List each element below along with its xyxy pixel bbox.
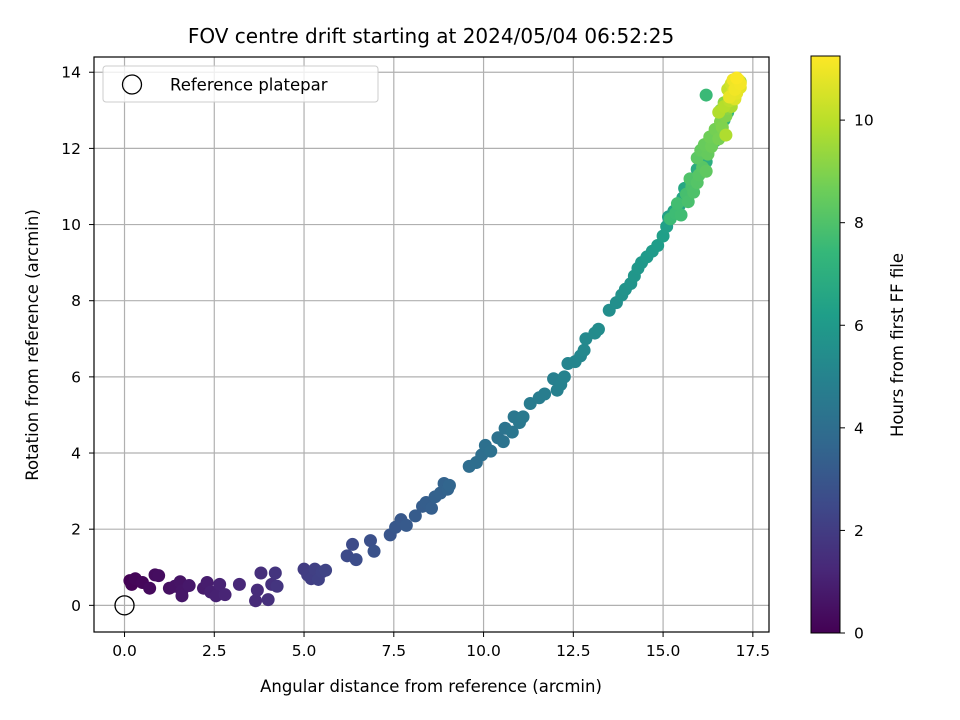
x-tick-label: 12.5 — [556, 642, 591, 660]
x-tick-label: 2.5 — [202, 642, 227, 660]
data-point — [557, 370, 571, 384]
data-point — [270, 579, 284, 593]
y-tick-label: 2 — [71, 521, 81, 539]
chart-title: FOV centre drift starting at 2024/05/04 … — [188, 24, 674, 48]
data-point — [442, 478, 456, 492]
data-point — [538, 387, 552, 401]
data-point — [484, 444, 498, 458]
data-point — [699, 164, 713, 178]
legend: Reference platepar — [102, 65, 379, 103]
x-axis-label: Angular distance from reference (arcmin) — [260, 677, 602, 696]
plot-area: 0.0 2.5 5.0 7.5 10.0 12.5 15.0 17.5 0 2 4 6 8 10 12 14 — [61, 56, 770, 660]
data-point — [319, 563, 333, 577]
data-point — [218, 588, 232, 602]
colorbar-tick-label: 4 — [854, 419, 864, 437]
data-point — [249, 594, 263, 608]
grid-lines — [94, 57, 769, 632]
colorbar-tick-label: 8 — [854, 214, 864, 232]
legend-box — [102, 65, 379, 103]
data-point — [182, 579, 196, 593]
data-point — [699, 88, 713, 102]
x-tick-label: 17.5 — [736, 642, 771, 660]
data-point — [730, 71, 744, 85]
colorbar-tick-label: 6 — [854, 317, 864, 335]
colorbar-ticks: 0 2 4 6 8 10 — [840, 112, 874, 643]
x-tick-label: 15.0 — [646, 642, 681, 660]
y-axis-label: Rotation from reference (arcmin) — [23, 209, 42, 481]
x-tick-label: 7.5 — [381, 642, 406, 660]
data-point — [349, 553, 363, 567]
y-tick-label: 6 — [71, 368, 81, 386]
legend-marker-icon — [121, 74, 143, 95]
data-point — [408, 509, 422, 523]
data-point — [268, 566, 282, 580]
data-point — [213, 577, 227, 591]
data-point — [516, 410, 530, 424]
reference-platepar-marker — [114, 595, 135, 616]
data-point — [399, 518, 413, 532]
data-point — [175, 589, 189, 603]
colorbar-tick-label: 2 — [854, 522, 864, 540]
y-tick-label: 0 — [71, 597, 81, 615]
data-point — [591, 322, 605, 336]
y-tick-label: 14 — [61, 64, 81, 82]
data-point — [346, 537, 360, 551]
data-point — [670, 197, 684, 211]
data-point — [363, 534, 377, 548]
data-point — [143, 581, 157, 595]
y-tick-label: 12 — [61, 140, 81, 158]
data-point — [261, 593, 275, 607]
data-point — [232, 577, 246, 591]
data-point — [577, 343, 591, 357]
data-point — [719, 128, 733, 142]
data-point — [254, 566, 268, 580]
data-point — [651, 238, 665, 252]
y-axis: 0 2 4 6 8 10 12 14 — [61, 64, 94, 615]
colorbar-label: Hours from first FF file — [888, 253, 907, 437]
legend-entry-label: Reference platepar — [170, 76, 328, 95]
data-point — [367, 544, 381, 558]
colorbar-tick-label: 10 — [854, 112, 874, 130]
x-tick-label: 0.0 — [112, 642, 137, 660]
data-point — [674, 208, 688, 222]
x-axis: 0.0 2.5 5.0 7.5 10.0 12.5 15.0 17.5 — [112, 632, 770, 660]
y-tick-label: 8 — [71, 292, 81, 310]
data-point — [681, 195, 695, 209]
y-tick-label: 4 — [71, 445, 81, 463]
data-point — [496, 435, 510, 449]
data-point — [250, 583, 264, 597]
x-tick-label: 5.0 — [292, 642, 317, 660]
data-point — [152, 569, 166, 583]
plot-frame — [93, 56, 770, 633]
data-point — [505, 425, 519, 439]
y-tick-label: 10 — [61, 216, 81, 234]
colorbar: 0 2 4 6 8 10 Hours from first FF file — [810, 55, 907, 643]
data-points — [123, 71, 747, 608]
colorbar-gradient — [810, 55, 841, 634]
data-point — [425, 501, 438, 515]
x-tick-label: 10.0 — [466, 642, 501, 660]
colorbar-tick-label: 0 — [854, 625, 864, 643]
